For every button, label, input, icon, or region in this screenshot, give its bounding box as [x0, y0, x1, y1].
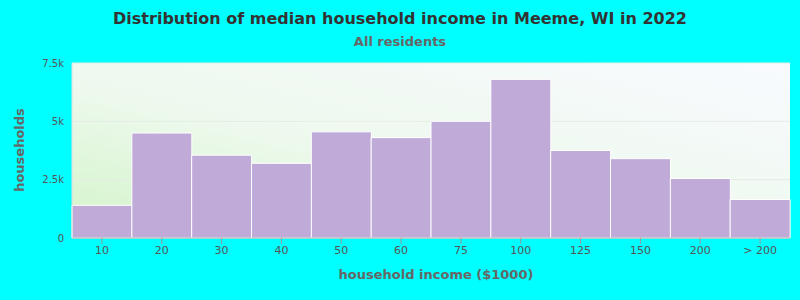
svg-text:10: 10: [95, 244, 109, 257]
svg-text:75: 75: [454, 244, 468, 257]
html-text:All residents: All residents: [353, 34, 447, 49]
svg-text:7.5k: 7.5k: [42, 58, 64, 69]
html-text:household income ($1000): household income ($1000): [338, 267, 534, 282]
svg-text:5k: 5k: [52, 116, 64, 127]
svg-text:100: 100: [510, 244, 531, 257]
svg-text:50: 50: [334, 244, 348, 257]
svg-text:150: 150: [630, 244, 651, 257]
svg-text:0: 0: [58, 233, 64, 244]
svg-text:60: 60: [394, 244, 408, 257]
svg-text:2.5k: 2.5k: [42, 174, 64, 185]
svg-text:200: 200: [690, 244, 711, 257]
html-text:Distribution of median househo: Distribution of median household income …: [113, 9, 687, 28]
svg-text:30: 30: [215, 244, 229, 257]
svg-text:125: 125: [570, 244, 591, 257]
svg-text:> 200: > 200: [743, 244, 777, 257]
svg-text:40: 40: [274, 244, 288, 257]
html-text:households: households: [12, 108, 27, 192]
svg-text:20: 20: [155, 244, 169, 257]
